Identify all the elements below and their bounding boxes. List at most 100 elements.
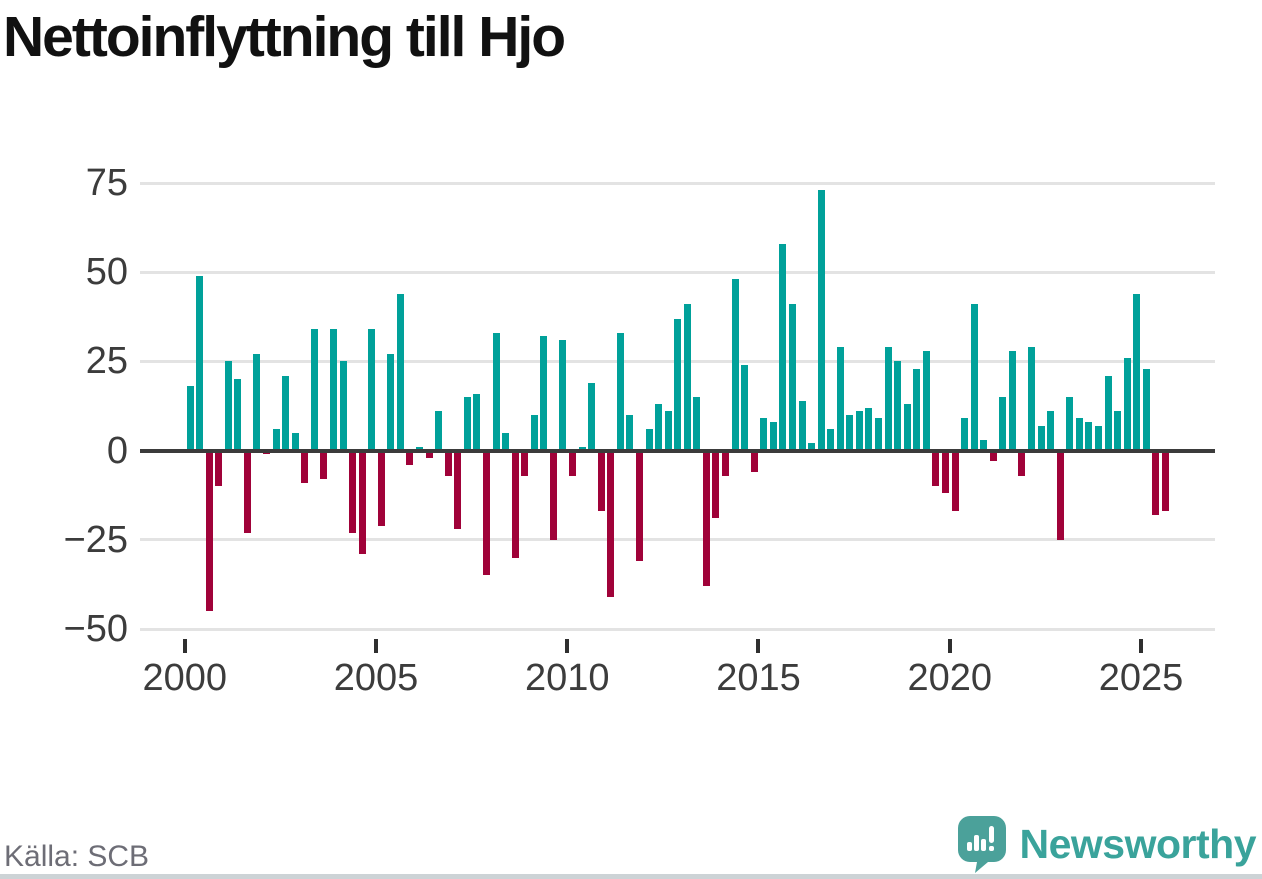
bar-2006Q4: [444, 450, 452, 476]
bar-2019Q1: [913, 368, 921, 451]
bar-2000Q2: [196, 275, 204, 451]
bar-2004Q1: [339, 361, 347, 451]
bar-2020Q2: [961, 418, 969, 451]
bar-2007Q4: [482, 450, 490, 576]
bar-2000Q4: [215, 450, 223, 487]
bar-2018Q4: [903, 404, 911, 451]
bar-2011Q3: [626, 414, 634, 451]
bar-2008Q4: [521, 450, 529, 476]
source-note: Källa: SCB: [4, 840, 150, 873]
y-axis-label-0: 0: [106, 429, 128, 472]
bar-2014Q4: [750, 450, 758, 472]
bottom-edge-strip: [0, 874, 1262, 879]
x-axis-label-2025: 2025: [1098, 657, 1184, 699]
bar-2016Q4: [827, 429, 835, 451]
bar-2000Q3: [205, 450, 213, 612]
bar-2015Q3: [779, 243, 787, 451]
bar-2020Q4: [980, 439, 988, 451]
x-axis-label-2020: 2020: [907, 657, 992, 699]
gridline--50: [140, 627, 1215, 631]
x-axis-label-2010: 2010: [524, 657, 610, 699]
gridline--25: [140, 538, 1215, 542]
bar-2025Q1: [1142, 368, 1150, 451]
bar-2021Q1: [989, 450, 997, 462]
bar-2001Q4: [253, 354, 261, 451]
bar-2008Q1: [492, 332, 500, 451]
bar-2011Q4: [635, 450, 643, 562]
bar-2015Q2: [769, 422, 777, 451]
bar-2008Q2: [502, 432, 510, 451]
newsworthy-logo: Newsworthy: [957, 816, 1257, 873]
bar-2002Q2: [272, 429, 280, 451]
bar-2022Q2: [1037, 425, 1045, 451]
bar-2003Q1: [301, 450, 309, 483]
bar-2018Q2: [884, 347, 892, 451]
bar-2012Q1: [645, 429, 653, 451]
bar-2022Q4: [1056, 450, 1064, 540]
bar-2001Q1: [224, 361, 232, 451]
gridline-75: [140, 181, 1215, 185]
bar-2024Q3: [1123, 357, 1131, 451]
bar-2007Q1: [454, 450, 462, 530]
bar-2017Q4: [865, 407, 873, 451]
x-axis-tick-2010: [565, 639, 570, 653]
x-axis-label-2015: 2015: [716, 657, 801, 699]
gridline-50: [140, 270, 1215, 274]
y-axis-label-75: 75: [85, 162, 128, 204]
bar-2010Q4: [597, 450, 605, 512]
bar-2012Q4: [674, 318, 682, 451]
bar-2012Q2: [655, 404, 663, 451]
bar-2017Q2: [846, 414, 854, 451]
y-axis-label-25: 25: [85, 340, 128, 383]
bar-2010Q3: [588, 382, 596, 451]
bar-2010Q1: [569, 450, 576, 476]
bar-2019Q4: [941, 450, 949, 494]
bar-2009Q3: [549, 450, 557, 540]
bar-2012Q3: [664, 411, 672, 451]
x-axis-label-2005: 2005: [333, 657, 419, 699]
bar-2007Q3: [473, 393, 481, 451]
y-axis-label--25: −25: [63, 518, 128, 561]
x-axis-tick-2005: [373, 639, 378, 653]
bar-2019Q2: [922, 350, 930, 451]
bar-2004Q4: [368, 329, 376, 451]
bar-2016Q1: [798, 400, 806, 451]
bar-2009Q1: [530, 414, 538, 451]
x-axis-tick-2000: [182, 639, 187, 653]
bar-2005Q1: [377, 450, 385, 526]
bar-2011Q2: [616, 332, 624, 451]
newsworthy-logo-text: Newsworthy: [1019, 821, 1257, 867]
bar-2017Q3: [855, 411, 863, 451]
bar-2025Q2: [1152, 450, 1160, 515]
bar-2011Q1: [607, 450, 615, 597]
bar-2004Q3: [358, 450, 366, 555]
bar-2021Q4: [1018, 450, 1026, 476]
bar-2021Q3: [1008, 350, 1016, 451]
bar-2017Q1: [836, 347, 844, 451]
bar-2023Q2: [1075, 418, 1083, 451]
bar-2000Q1: [186, 386, 194, 451]
bar-2021Q2: [999, 397, 1007, 451]
bar-2020Q3: [970, 304, 978, 451]
bar-2005Q4: [406, 450, 414, 465]
bar-2024Q4: [1133, 293, 1141, 451]
x-axis-tick-2015: [756, 639, 761, 653]
bar-2014Q3: [741, 364, 749, 451]
bar-2023Q3: [1085, 422, 1093, 451]
bar-2016Q3: [817, 190, 825, 451]
newsworthy-logo-icon: [957, 816, 1006, 873]
bar-2013Q2: [693, 397, 701, 451]
bar-2009Q2: [540, 336, 548, 451]
bar-2014Q2: [731, 279, 739, 451]
bar-2013Q1: [683, 304, 691, 451]
x-axis-label-2000: 2000: [142, 657, 227, 699]
bar-2014Q1: [722, 450, 729, 476]
bar-2003Q4: [329, 329, 337, 451]
y-axis-label--50: −50: [63, 608, 128, 650]
bar-2004Q2: [349, 450, 357, 533]
bar-2001Q3: [243, 450, 251, 533]
bar-2022Q3: [1047, 411, 1055, 451]
y-axis-label-50: 50: [85, 251, 128, 294]
bar-2024Q1: [1104, 375, 1112, 451]
